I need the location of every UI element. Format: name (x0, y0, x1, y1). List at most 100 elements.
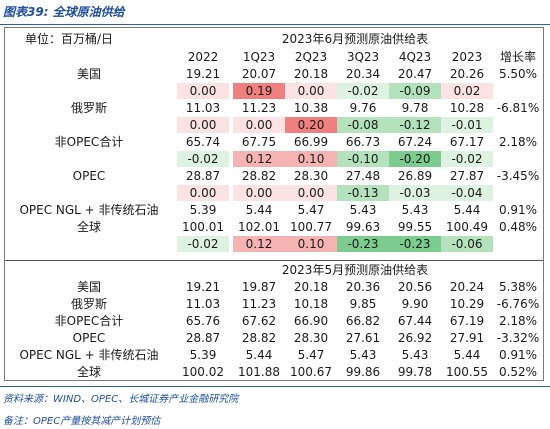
row-label: 全球 (76, 365, 101, 379)
value-cell: 100.77 (290, 220, 332, 234)
value-cell: 19.21 (185, 67, 221, 81)
value-cell: 2.18% (498, 135, 538, 149)
value-cell: 20.18 (293, 67, 329, 81)
change-cell: 0.00 (177, 185, 229, 201)
value-cell: 99.78 (397, 365, 433, 379)
value-cell: 0.91% (498, 348, 538, 362)
table-row: 全球 100.02 101.88 100.67 99.86 99.78 100.55 0.52… (5, 364, 543, 381)
value-cell: 5.43 (349, 348, 377, 362)
change-cell: 0.12 (233, 236, 285, 252)
value-cell: 9.76 (349, 101, 377, 115)
column-header: 4Q23 (398, 50, 432, 64)
value-cell: 20.47 (397, 67, 433, 81)
section-divider (5, 260, 543, 261)
change-cell: 0.10 (285, 151, 337, 167)
change-cell: 0.00 (285, 83, 337, 99)
change-row: -0.02 0.12 0.10 -0.23 -0.23 -0.06 (5, 236, 543, 253)
value-cell: 5.38% (498, 280, 538, 294)
value-cell: 20.26 (449, 67, 485, 81)
value-cell: 5.44 (453, 203, 481, 217)
change-cell: -0.04 (441, 185, 493, 201)
value-cell: 27.61 (345, 331, 381, 345)
table-row: 全球 100.01 102.01 100.77 99.63 99.55 100.49 0.48… (5, 219, 543, 236)
value-cell: 5.47 (297, 203, 325, 217)
value-cell: 100.01 (182, 220, 224, 234)
value-cell: 67.24 (397, 135, 433, 149)
value-cell: 19.21 (185, 280, 221, 294)
change-cell: 0.02 (441, 83, 493, 99)
row-label: 非OPEC合计 (54, 314, 124, 328)
table-row: OPEC 28.87 28.82 28.30 27.61 26.92 27.91 -3.32% (5, 330, 543, 347)
column-header: 增长率 (499, 50, 536, 64)
change-cell: -0.20 (389, 151, 441, 167)
value-cell: 20.34 (345, 67, 381, 81)
value-cell: 19.87 (241, 280, 277, 294)
value-cell: -6.81% (496, 101, 540, 115)
change-cell: 0.00 (285, 185, 337, 201)
value-cell: 28.30 (293, 331, 329, 345)
row-label: 全球 (76, 220, 101, 234)
value-cell: 0.48% (498, 220, 538, 234)
value-cell: 99.63 (345, 220, 381, 234)
change-cell: -0.03 (389, 185, 441, 201)
value-cell: 5.39 (189, 203, 217, 217)
value-cell: 0.91% (498, 203, 538, 217)
value-cell: 20.24 (449, 280, 485, 294)
value-cell: 66.99 (293, 135, 329, 149)
value-cell: 5.43 (401, 348, 429, 362)
value-cell: 28.30 (293, 169, 329, 183)
section2-header-row: 2023年5月预测原油供给表 (5, 262, 543, 279)
value-cell: 99.86 (345, 365, 381, 379)
value-cell: 10.28 (449, 101, 485, 115)
value-cell: 27.91 (449, 331, 485, 345)
unit-label: 单位：百万桶/日 (25, 32, 114, 46)
value-cell: 5.39 (189, 348, 217, 362)
change-row: 0.00 0.00 0.00 -0.13 -0.03 -0.04 (5, 185, 543, 202)
value-cell: 100.55 (446, 365, 488, 379)
value-cell: 65.76 (185, 314, 221, 328)
value-cell: 20.36 (345, 280, 381, 294)
value-cell: 100.02 (182, 365, 224, 379)
figure-title: 图表39: 全球原油供给 (3, 5, 125, 19)
value-cell: 67.75 (241, 135, 277, 149)
change-cell: -0.02 (177, 151, 229, 167)
value-cell: 10.29 (449, 297, 485, 311)
value-cell: 28.87 (185, 169, 221, 183)
supply-table: 单位：百万桶/日 2023年6月预测原油供给表 2022 1Q23 2Q23 3Q23… (4, 27, 544, 381)
table-row: 俄罗斯 11.03 11.23 10.38 9.76 9.78 10.28 -6.81% (5, 100, 543, 117)
change-cell: -0.13 (337, 185, 389, 201)
change-row: 0.00 0.00 0.20 -0.08 -0.12 -0.01 (5, 117, 543, 134)
column-header: 2Q23 (294, 50, 328, 64)
value-cell: 26.89 (397, 169, 433, 183)
value-cell: 28.82 (241, 169, 277, 183)
change-cell: -0.02 (337, 83, 389, 99)
value-cell: 67.62 (241, 314, 277, 328)
row-label: 美国 (76, 67, 101, 81)
table-row: 非OPEC合计 65.76 67.62 66.90 66.82 67.44 67.19 2.1… (5, 313, 543, 330)
change-cell: 0.12 (233, 151, 285, 167)
change-cell: 0.00 (177, 117, 229, 133)
footnote: 备注：OPEC产量按其减产计划预估 (3, 416, 161, 427)
row-label: 美国 (76, 280, 101, 294)
change-cell: -0.06 (441, 236, 493, 252)
value-cell: 101.88 (238, 365, 280, 379)
value-cell: 102.01 (238, 220, 280, 234)
table-row: 俄罗斯 11.03 11.23 10.18 9.85 9.90 10.29 -6.76% (5, 296, 543, 313)
change-cell: -0.23 (337, 236, 389, 252)
value-cell: 20.18 (293, 280, 329, 294)
change-cell: 0.00 (233, 185, 285, 201)
value-cell: 2.18% (498, 314, 538, 328)
value-cell: 66.90 (293, 314, 329, 328)
value-cell: 66.73 (345, 135, 381, 149)
change-cell: 0.10 (285, 236, 337, 252)
value-cell: 5.50% (498, 67, 538, 81)
value-cell: 28.87 (185, 331, 221, 345)
change-cell: 0.00 (177, 83, 229, 99)
value-cell: -3.45% (496, 169, 540, 183)
value-cell: 67.44 (397, 314, 433, 328)
section2-title: 2023年5月预测原油供给表 (281, 263, 429, 277)
change-cell: -0.10 (337, 151, 389, 167)
value-cell: 26.92 (397, 331, 433, 345)
change-cell: 0.19 (233, 83, 285, 99)
value-cell: 99.55 (397, 220, 433, 234)
